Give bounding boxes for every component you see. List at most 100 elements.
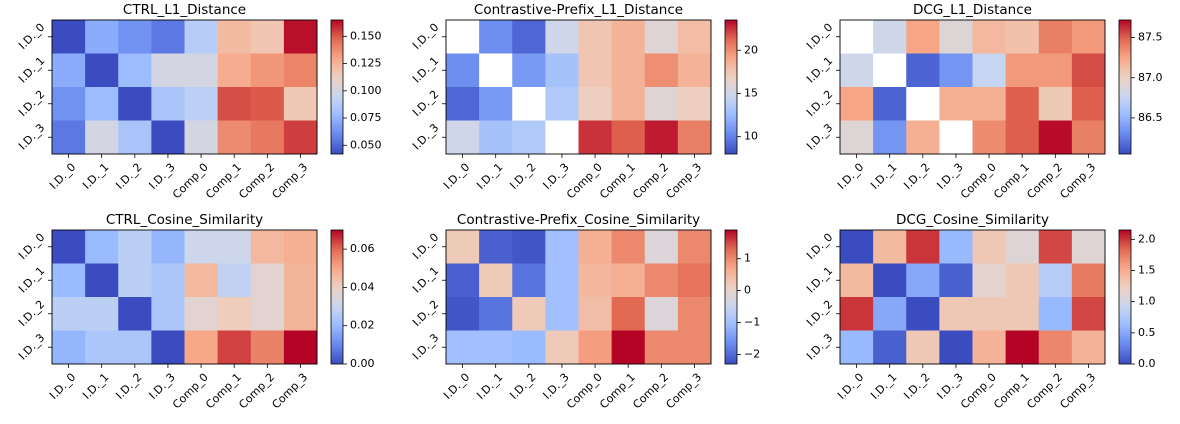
x-tick-label: I.D._2 xyxy=(901,161,932,192)
heatmap-cell xyxy=(1005,20,1040,54)
colorbar-tick-label: 1 xyxy=(744,252,751,265)
x-tick-label: Comp_1 xyxy=(991,371,1032,412)
heatmap-cell xyxy=(446,263,480,298)
colorbar-tick-label: 0.04 xyxy=(350,280,375,293)
heatmap-cell xyxy=(184,20,219,54)
heatmap-cell xyxy=(578,87,613,121)
heatmap-cell xyxy=(217,263,252,298)
heatmap-cell xyxy=(85,53,119,88)
heatmap-cell xyxy=(611,297,646,331)
colorbar xyxy=(330,229,344,365)
heatmap-cell xyxy=(906,230,940,264)
colorbar xyxy=(330,19,344,155)
colorbar xyxy=(724,19,738,155)
y-tick-label: I.D._0 xyxy=(410,231,441,262)
x-tick-label: I.D._3 xyxy=(540,371,571,402)
colorbar-tick-label: 0.5 xyxy=(1138,326,1156,339)
heatmap-cell xyxy=(840,20,874,54)
y-tick-label: I.D._2 xyxy=(16,298,47,329)
y-tick-label: I.D._1 xyxy=(410,54,441,85)
colorbar xyxy=(724,229,738,365)
x-tick-label: I.D._1 xyxy=(80,161,111,192)
heatmap-cell xyxy=(250,53,285,88)
x-tick-label: I.D._0 xyxy=(835,371,866,402)
heatmap-cell xyxy=(151,53,185,88)
heatmap-cell xyxy=(972,297,1007,331)
heatmap-cell xyxy=(479,120,513,155)
heatmap-cell xyxy=(512,297,546,331)
heatmap-cell xyxy=(972,330,1007,365)
heatmap-cell xyxy=(1038,87,1073,121)
heatmap-cell xyxy=(611,263,646,298)
y-tick-label: I.D._3 xyxy=(804,331,835,362)
heatmap-cells xyxy=(840,20,1106,155)
x-tick-label: I.D._3 xyxy=(540,161,571,192)
axes-frame xyxy=(51,229,318,365)
y-tick-label: I.D._0 xyxy=(16,21,47,52)
heatmap-cell xyxy=(1071,53,1106,88)
heatmap-cell xyxy=(677,297,712,331)
heatmap-cell xyxy=(85,87,119,121)
heatmap-cell xyxy=(1005,53,1040,88)
heatmap-cell xyxy=(85,297,119,331)
heatmap-cell xyxy=(545,230,579,264)
heatmap-svg: CTRL_Cosine_SimilarityI.D._0I.D._1I.D._2… xyxy=(16,212,375,412)
heatmap-cell xyxy=(578,330,613,365)
heatmap-cell xyxy=(840,330,874,365)
y-tick-label: I.D._3 xyxy=(410,121,441,152)
heatmap-cell xyxy=(545,53,579,88)
heatmap-cell xyxy=(578,230,613,264)
x-tick-label: Comp_3 xyxy=(663,371,704,412)
heatmap-cell xyxy=(250,230,285,264)
heatmap-cell xyxy=(578,297,613,331)
heatmap-cell xyxy=(840,120,874,155)
heatmap-svg: DCG_Cosine_SimilarityI.D._0I.D._1I.D._2I… xyxy=(804,212,1156,412)
y-tick-label: I.D._1 xyxy=(16,264,47,295)
heatmap-cell xyxy=(151,263,185,298)
axes-frame xyxy=(445,229,712,365)
heatmap-cell xyxy=(512,120,546,155)
heatmap-cell xyxy=(151,120,185,155)
heatmap-cell xyxy=(512,87,546,121)
heatmap-cell xyxy=(1038,120,1073,155)
x-tick-label: I.D._0 xyxy=(47,161,78,192)
heatmap-cell xyxy=(545,330,579,365)
heatmap-cell xyxy=(1005,120,1040,155)
heatmap-cell xyxy=(972,263,1007,298)
heatmap-cell xyxy=(217,20,252,54)
heatmap-cell xyxy=(52,87,86,121)
heatmap-cell xyxy=(151,87,185,121)
heatmap-cell xyxy=(118,20,152,54)
heatmap-cell xyxy=(578,20,613,54)
colorbar-tick-label: 2.0 xyxy=(1138,232,1156,245)
axes-frame xyxy=(445,19,712,155)
heatmap-cell xyxy=(840,263,874,298)
heatmap-cell xyxy=(52,230,86,264)
chart-title: DCG_Cosine_Similarity xyxy=(896,212,1049,228)
colorbar-tick-label: 0.0 xyxy=(1138,357,1156,370)
heatmap-cell xyxy=(52,263,86,298)
heatmap-cell xyxy=(1071,297,1106,331)
x-tick-label: Comp_2 xyxy=(630,371,671,412)
heatmap-cell xyxy=(840,297,874,331)
x-tick-label: I.D._1 xyxy=(474,161,505,192)
x-tick-label: Comp_1 xyxy=(203,371,244,412)
heatmap-svg: CTRL_L1_DistanceI.D._0I.D._1I.D._2I.D._3… xyxy=(16,2,381,201)
heatmap-cell xyxy=(545,20,579,54)
heatmap-cell xyxy=(873,230,907,264)
heatmap-cell xyxy=(939,120,973,155)
heatmap-cell xyxy=(873,120,907,155)
heatmap-cell xyxy=(677,53,712,88)
heatmap-cell xyxy=(118,87,152,121)
heatmap-cell xyxy=(217,53,252,88)
heatmap-cell xyxy=(250,330,285,365)
heatmap-cell xyxy=(1038,20,1073,54)
heatmap-cell xyxy=(479,20,513,54)
x-tick-label: I.D._3 xyxy=(934,161,965,192)
heatmap-cell xyxy=(1005,230,1040,264)
heatmap-cell xyxy=(184,330,219,365)
y-tick-label: I.D._2 xyxy=(410,88,441,119)
heatmap-cell xyxy=(283,230,318,264)
heatmap-cell xyxy=(512,230,546,264)
chart-title: DCG_L1_Distance xyxy=(913,2,1032,18)
